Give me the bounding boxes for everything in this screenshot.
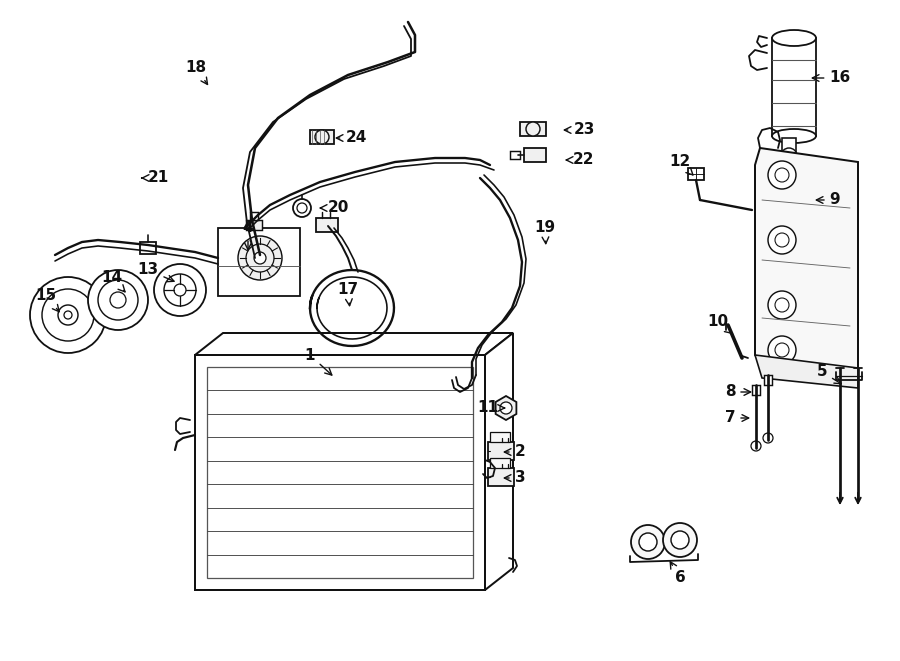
Bar <box>688 168 704 180</box>
Text: 18: 18 <box>185 61 208 85</box>
Circle shape <box>775 233 789 247</box>
Circle shape <box>254 252 266 264</box>
Text: 5: 5 <box>816 364 842 384</box>
Circle shape <box>775 168 789 182</box>
Circle shape <box>42 289 94 341</box>
Circle shape <box>763 433 773 443</box>
Circle shape <box>500 402 512 414</box>
Circle shape <box>98 280 138 320</box>
Polygon shape <box>218 228 300 296</box>
Circle shape <box>775 298 789 312</box>
Bar <box>764 375 772 385</box>
Text: 10: 10 <box>707 315 733 334</box>
Text: 17: 17 <box>338 282 358 305</box>
Bar <box>488 468 514 486</box>
Text: 22: 22 <box>566 153 595 167</box>
Circle shape <box>164 274 196 306</box>
Text: 1: 1 <box>305 348 332 375</box>
Polygon shape <box>195 355 485 590</box>
Circle shape <box>297 203 307 213</box>
Text: 23: 23 <box>564 122 595 137</box>
Circle shape <box>64 311 72 319</box>
Circle shape <box>639 533 657 551</box>
Text: 4: 4 <box>243 221 253 250</box>
Circle shape <box>154 264 206 316</box>
Circle shape <box>663 523 697 557</box>
Circle shape <box>768 161 796 189</box>
Circle shape <box>110 292 126 308</box>
Ellipse shape <box>772 129 816 143</box>
Ellipse shape <box>772 30 816 46</box>
Text: 13: 13 <box>138 262 174 282</box>
Circle shape <box>768 336 796 364</box>
Text: 16: 16 <box>813 71 850 85</box>
Text: 2: 2 <box>504 444 526 459</box>
Bar <box>246 220 262 230</box>
Polygon shape <box>207 367 473 578</box>
Polygon shape <box>195 333 513 355</box>
Bar <box>488 442 514 460</box>
Circle shape <box>768 226 796 254</box>
Text: 12: 12 <box>670 155 693 175</box>
Text: 20: 20 <box>320 200 348 215</box>
Text: 15: 15 <box>35 288 59 312</box>
Text: 24: 24 <box>337 130 366 145</box>
Bar <box>490 458 510 468</box>
Circle shape <box>293 199 311 217</box>
Circle shape <box>631 525 665 559</box>
Bar <box>250 212 258 220</box>
Circle shape <box>671 531 689 549</box>
Circle shape <box>751 441 761 451</box>
Polygon shape <box>755 355 858 388</box>
Text: 3: 3 <box>504 471 526 485</box>
Circle shape <box>30 277 106 353</box>
Circle shape <box>781 148 797 164</box>
Text: 7: 7 <box>724 410 749 426</box>
Bar <box>490 432 510 442</box>
Circle shape <box>768 291 796 319</box>
Text: 21: 21 <box>141 171 168 186</box>
Circle shape <box>246 244 274 272</box>
Bar <box>520 122 546 136</box>
Bar <box>510 151 520 159</box>
Bar <box>140 242 156 254</box>
Text: 14: 14 <box>102 270 125 292</box>
Text: 9: 9 <box>816 192 841 208</box>
Circle shape <box>775 343 789 357</box>
Bar <box>310 130 334 144</box>
Polygon shape <box>485 333 513 590</box>
Bar <box>316 218 338 232</box>
Text: 8: 8 <box>724 385 751 399</box>
Bar <box>772 38 816 136</box>
Bar <box>782 138 796 154</box>
Circle shape <box>88 270 148 330</box>
Text: 11: 11 <box>478 401 505 416</box>
Polygon shape <box>755 148 858 370</box>
Text: 6: 6 <box>670 562 686 586</box>
Circle shape <box>526 122 540 136</box>
Bar <box>524 148 546 162</box>
Bar <box>752 385 760 395</box>
Circle shape <box>174 284 186 296</box>
Circle shape <box>238 236 282 280</box>
Text: 19: 19 <box>535 221 555 244</box>
Circle shape <box>315 130 329 144</box>
Circle shape <box>58 305 78 325</box>
